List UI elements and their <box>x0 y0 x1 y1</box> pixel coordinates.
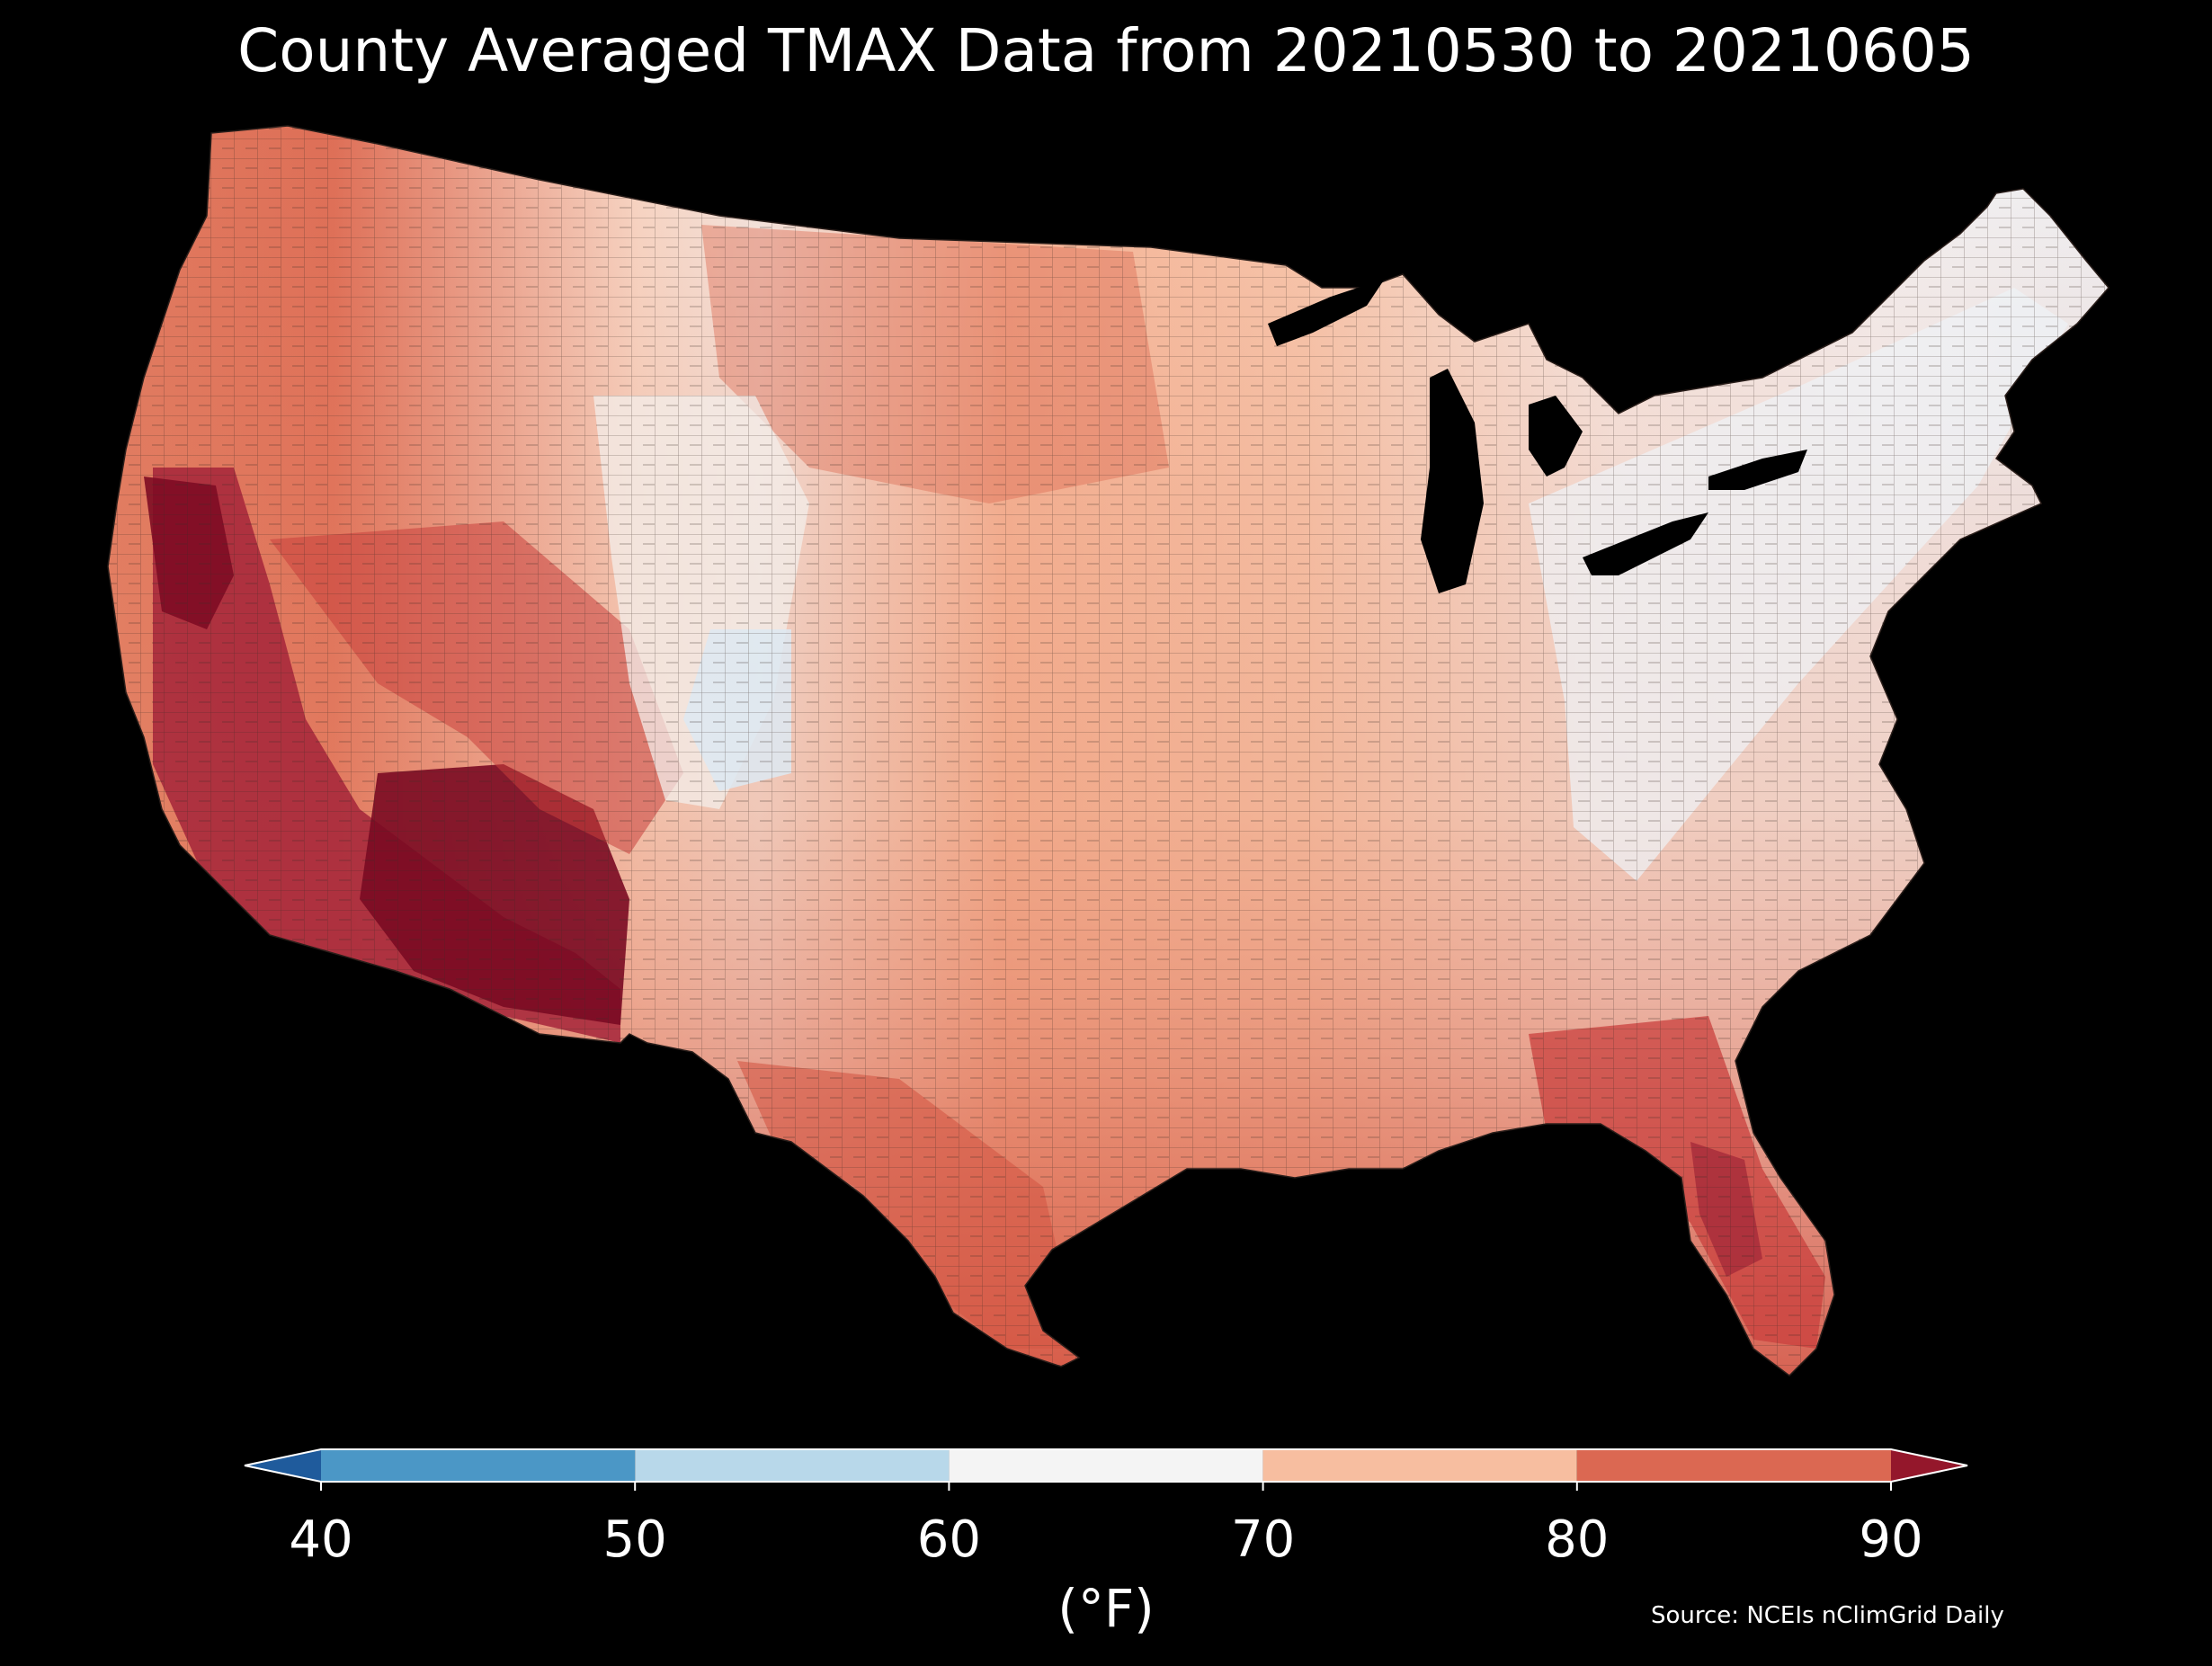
colorbar-tick-label: 60 <box>916 1510 982 1569</box>
colorbar-tick-label: 50 <box>602 1510 667 1569</box>
map-title: County Averaged TMAX Data from 20210530 … <box>237 16 1975 85</box>
colorbar-extend-low <box>245 1449 321 1482</box>
colorbar-tick-label: 40 <box>289 1510 353 1569</box>
colorbar-bin-70-80 <box>1262 1449 1577 1482</box>
colorbar-bin-50-60 <box>635 1449 950 1482</box>
colorbar-tick-label: 90 <box>1859 1510 1923 1569</box>
source-label: Source: NCEIs nClimGrid Daily <box>1651 1602 2004 1629</box>
colorbar-bin-80-90 <box>1576 1449 1891 1482</box>
colorbar-extend-high <box>1891 1449 1967 1482</box>
great-lakes <box>1268 279 1807 593</box>
colorbar-tick-label: 80 <box>1545 1510 1610 1569</box>
colorbar-bin-60-70 <box>949 1449 1263 1482</box>
colorbar-bin-40-50 <box>321 1449 636 1482</box>
colorbar-unit-label: (°F) <box>1057 1578 1155 1639</box>
colorbar-tick-label: 70 <box>1230 1510 1296 1569</box>
